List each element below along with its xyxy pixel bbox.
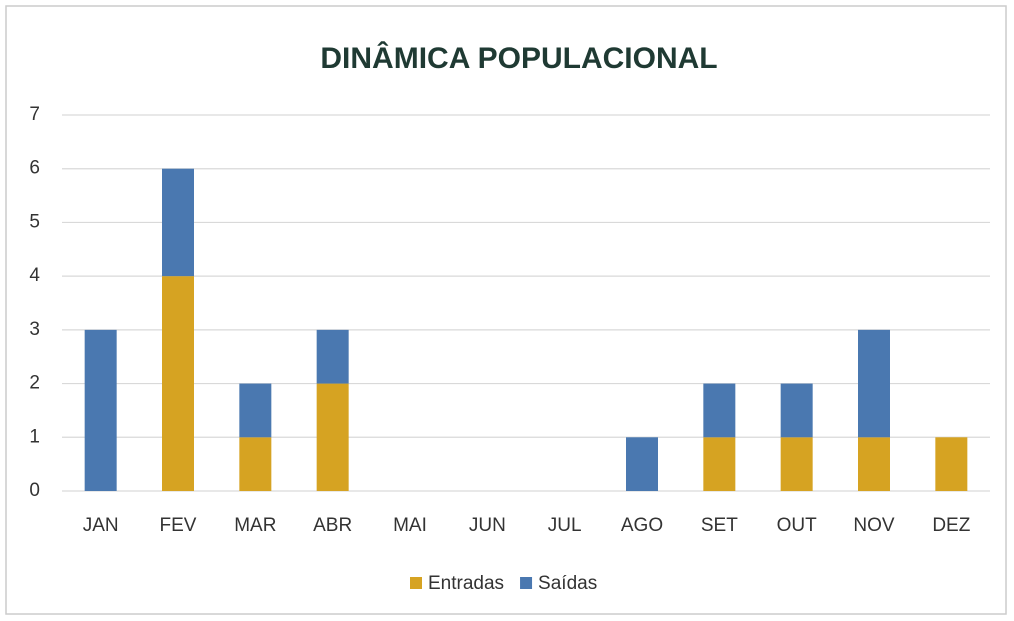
- y-tick-label: 1: [29, 426, 40, 447]
- bar-segment: [84, 329, 117, 491]
- bar-segment: [239, 437, 272, 491]
- x-tick-label: JUN: [469, 515, 506, 536]
- x-tick-label: OUT: [777, 515, 818, 536]
- legend-label: Saídas: [538, 573, 597, 594]
- bar-segment: [162, 276, 194, 491]
- y-tick-label: 0: [29, 480, 40, 501]
- bar-segment: [935, 437, 968, 491]
- x-tick-label: FEV: [160, 515, 197, 536]
- legend-swatch: [520, 577, 533, 589]
- x-tick-label: DEZ: [932, 515, 970, 536]
- x-tick-label: MAR: [234, 515, 276, 536]
- bar-segment: [780, 437, 813, 491]
- bar-segment: [162, 168, 194, 277]
- bar-segment: [626, 437, 658, 491]
- bar-segment: [858, 437, 890, 491]
- y-tick-label: 4: [29, 265, 40, 286]
- y-tick-label: 5: [29, 211, 40, 232]
- y-tick-label: 2: [29, 373, 40, 394]
- legend-label: Entradas: [428, 573, 504, 594]
- x-tick-label: AGO: [621, 515, 663, 536]
- bar-segment: [780, 383, 813, 438]
- bar-segment: [316, 329, 349, 384]
- y-tick-label: 7: [29, 104, 40, 125]
- x-tick-label: SET: [701, 515, 738, 536]
- bar-segment: [703, 383, 736, 438]
- x-tick-label: ABR: [313, 515, 352, 536]
- bar-segment: [316, 383, 349, 491]
- y-tick-label: 3: [29, 319, 40, 340]
- bar-segment: [703, 437, 736, 491]
- bar-segment: [239, 383, 272, 438]
- y-tick-label: 6: [29, 158, 40, 179]
- bar-segment: [858, 329, 890, 438]
- x-tick-label: NOV: [853, 515, 895, 536]
- x-tick-label: JAN: [83, 515, 119, 536]
- x-tick-label: JUL: [548, 515, 582, 536]
- legend-swatch: [410, 577, 422, 589]
- chart-title: DINÂMICA POPULACIONAL: [320, 41, 717, 75]
- x-tick-label: MAI: [393, 515, 427, 536]
